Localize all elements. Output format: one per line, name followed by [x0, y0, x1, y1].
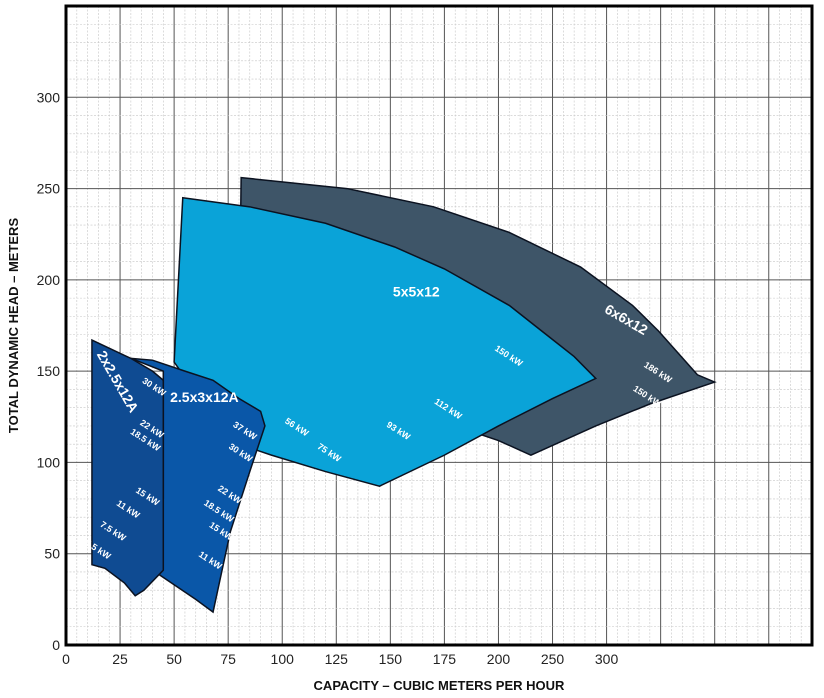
x-tick-label: 100 — [271, 651, 295, 667]
x-tick-label: 200 — [487, 651, 511, 667]
y-tick-label: 250 — [37, 181, 61, 197]
x-tick-label: 250 — [541, 651, 565, 667]
x-tick-label: 50 — [166, 651, 182, 667]
y-axis-title: TOTAL DYNAMIC HEAD – METERS — [6, 218, 21, 434]
x-tick-label: 75 — [220, 651, 236, 667]
x-tick-label: 0 — [62, 651, 70, 667]
region-2x2.5x12A — [91, 338, 165, 597]
x-tick-labels: 0 25 50 75 100 125 150 175 200 250 300 — [62, 651, 618, 667]
y-tick-label: 150 — [37, 363, 61, 379]
x-tick-label: 150 — [379, 651, 403, 667]
y-tick-label: 0 — [52, 637, 60, 653]
model-label: 5x5x12 — [393, 283, 440, 299]
x-axis-title: CAPACITY – CUBIC METERS PER HOUR — [314, 678, 565, 693]
x-tick-label: 300 — [595, 651, 619, 667]
model-label: 2.5x3x12A — [170, 389, 239, 405]
x-tick-label: 25 — [112, 651, 128, 667]
y-tick-label: 200 — [37, 272, 61, 288]
plot-frame — [64, 4, 814, 647]
y-tick-label: 100 — [37, 454, 61, 470]
y-tick-label: 300 — [37, 89, 61, 105]
x-tick-label: 125 — [325, 651, 349, 667]
y-tick-label: 50 — [44, 546, 60, 562]
y-tick-labels: 0 50 100 150 200 250 300 — [37, 89, 61, 653]
pump-regions — [91, 176, 717, 614]
x-tick-label: 175 — [433, 651, 457, 667]
